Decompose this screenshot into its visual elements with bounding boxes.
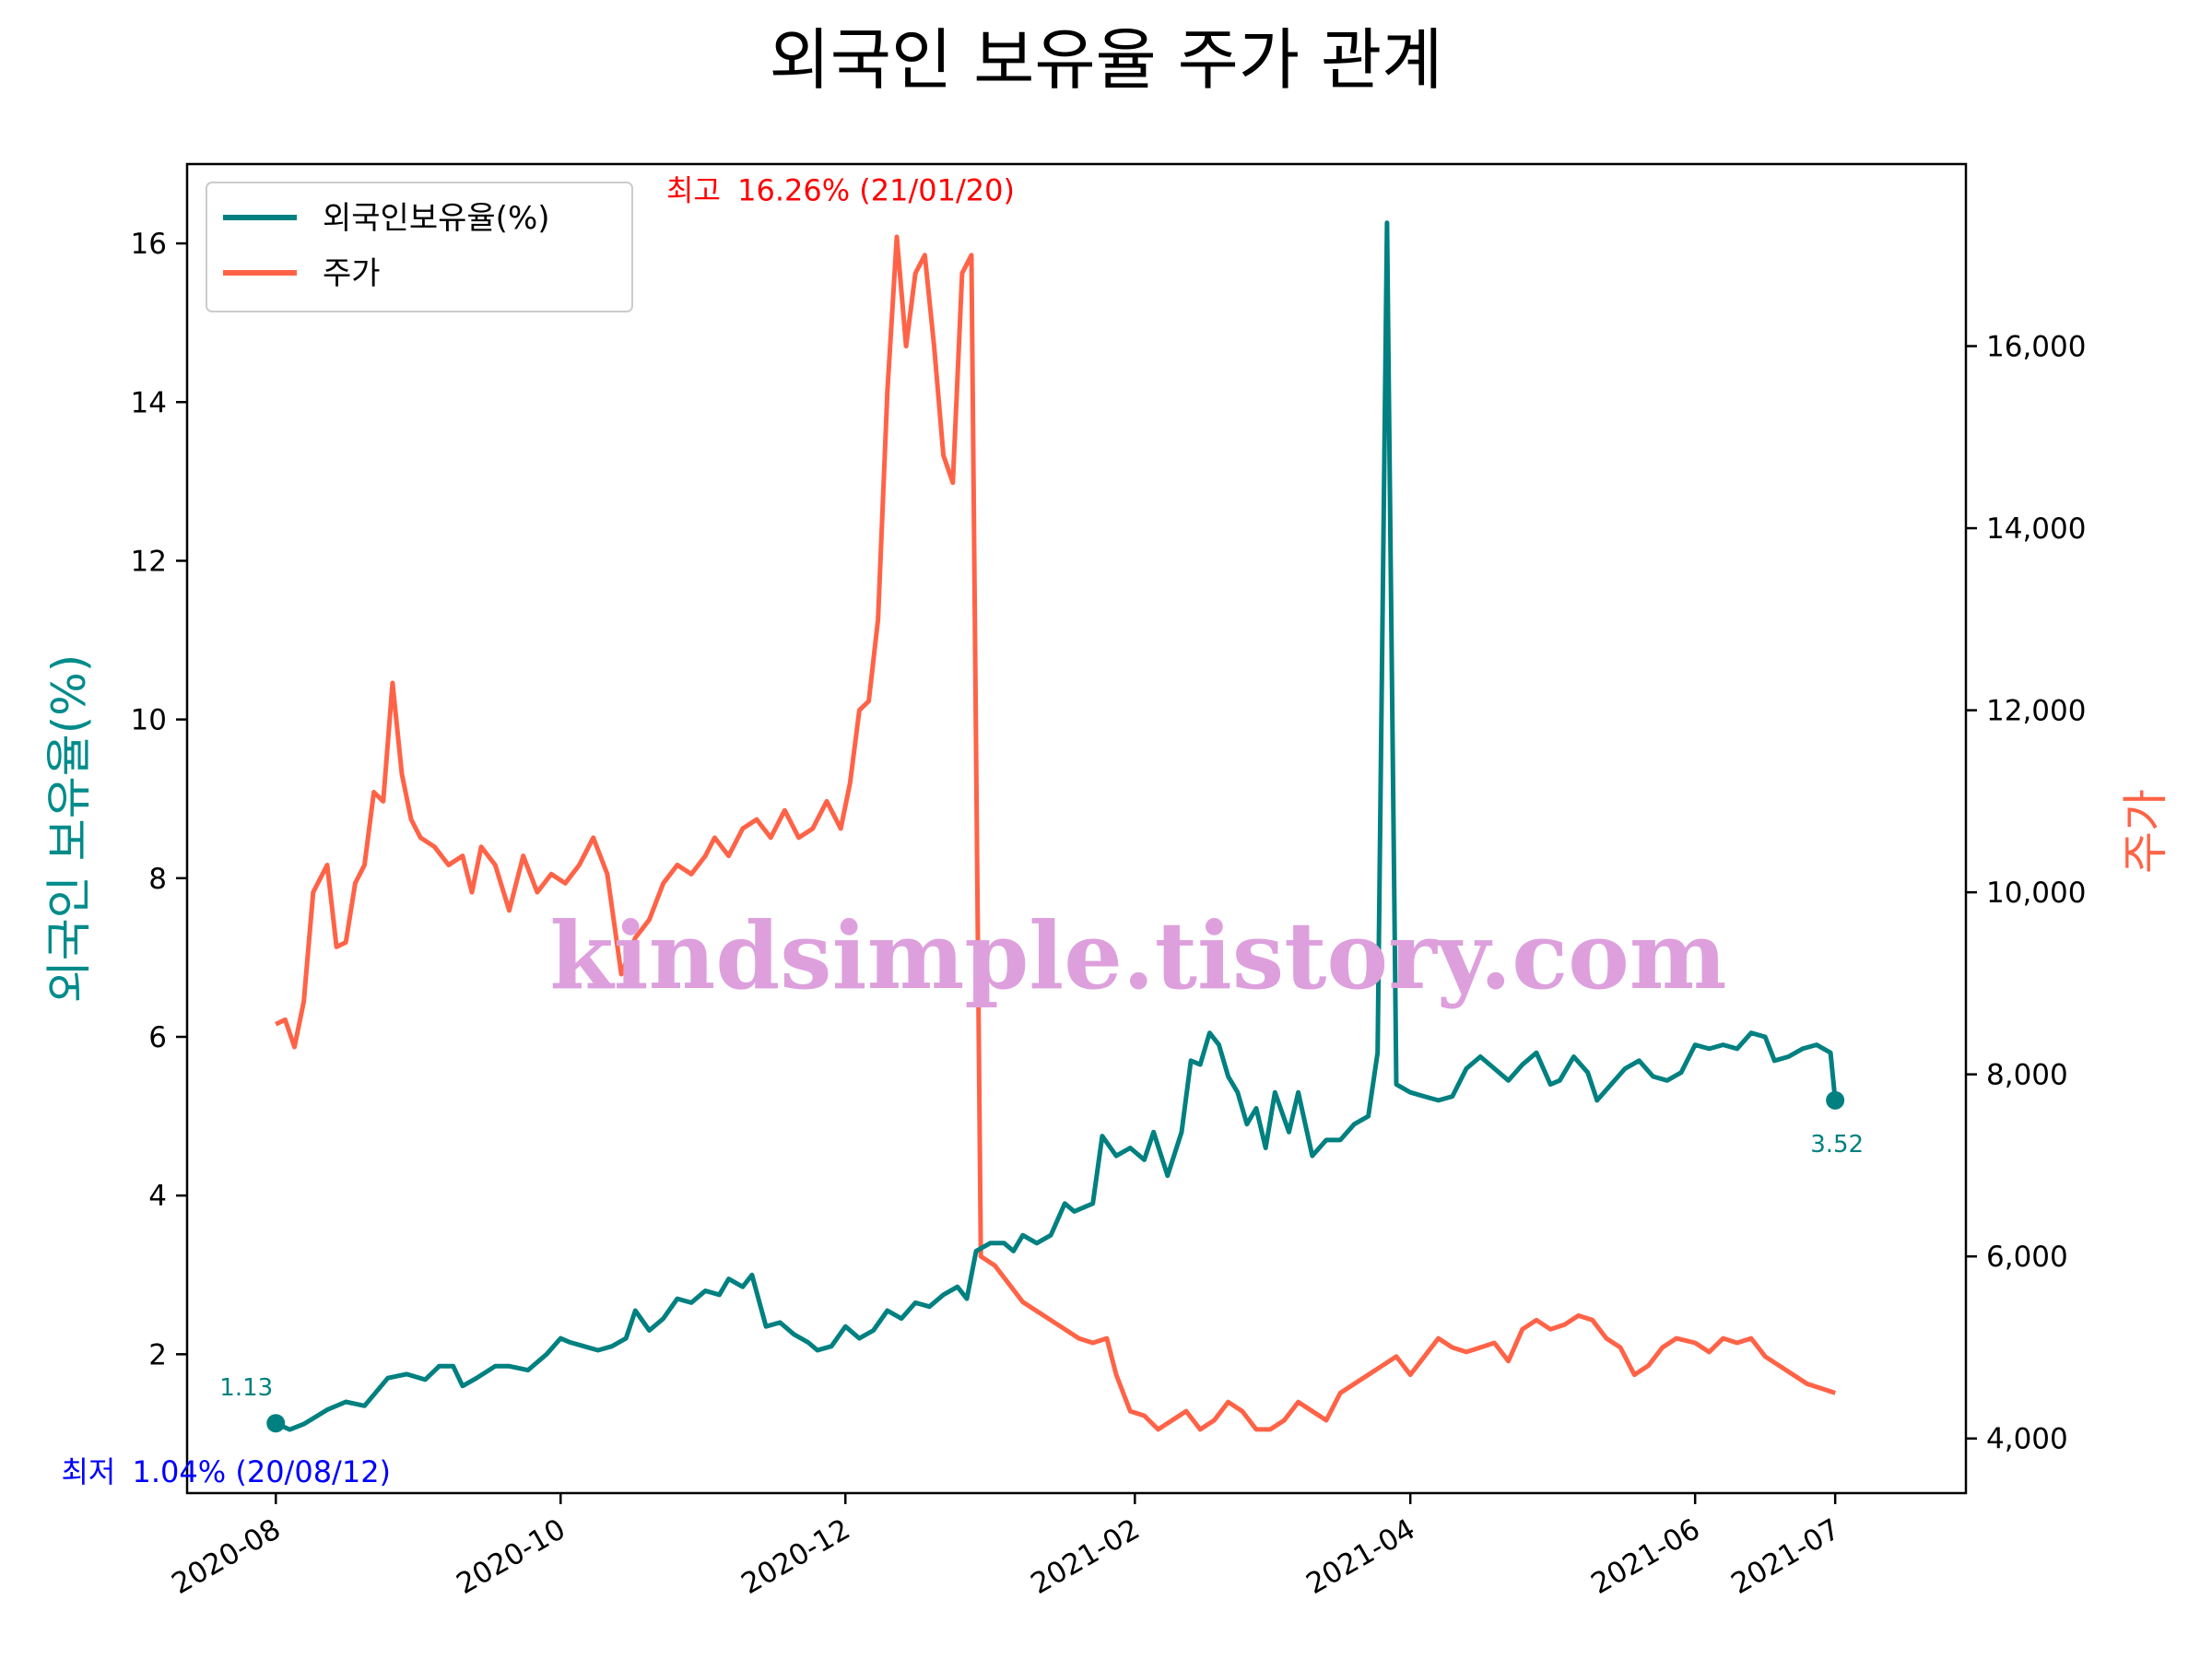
y-right-tick-label: 16,000 [1986,331,2086,364]
max-annotation-text: 16.26% (21/01/20) [737,173,1015,208]
y-left-tick-label: 10 [131,704,167,737]
foreign-holding-rate-line [275,220,1838,1432]
chart-title: 외국인 보유율 주가 관계 [769,21,1442,99]
plot-frame [185,162,1968,1495]
legend-box [206,182,633,312]
legend: 외국인보유율(%) 주가 [206,182,633,312]
legend-label-stock-price: 주가 [323,255,381,292]
x-axis: 2020-08 2020-10 2020-12 2021-02 2021-04 2021-… [166,1493,1846,1601]
stock-price-line [275,234,1836,1432]
y-right-tick-label: 12,000 [1986,695,2086,728]
y-left-tick-label: 2 [148,1338,167,1371]
min-annotation: 최저 1.04% (20/08/12) [61,1454,391,1489]
max-annotation-label: 최고 [666,173,721,208]
start-value-label: 1.13 [219,1374,273,1402]
y-left-tick-label: 12 [131,545,167,578]
x-tick-label: 2021-04 [1300,1512,1420,1601]
max-annotation: 최고 16.26% (21/01/20) [666,173,1015,208]
end-value-label: 3.52 [1810,1131,1864,1159]
x-tick-label: 2021-07 [1725,1512,1845,1601]
start-point-marker [266,1414,286,1433]
x-tick-label: 2021-06 [1585,1512,1705,1601]
x-tick-label: 2020-08 [166,1512,286,1601]
y-left-tick-label: 14 [131,386,167,419]
y-right-tick-label: 10,000 [1986,877,2086,910]
y-axis-left: 2 4 6 8 10 12 14 16 [131,228,187,1371]
x-tick-label: 2021-02 [1025,1512,1145,1601]
y-right-tick-label: 4,000 [1986,1423,2068,1456]
x-tick-label: 2020-10 [451,1512,571,1601]
y-right-axis-label: 주가 [2119,789,2172,874]
legend-label-holding-rate: 외국인보유율(%) [323,200,550,237]
min-annotation-label: 최저 [61,1454,115,1489]
end-point-marker [1826,1090,1845,1110]
y-left-tick-label: 6 [148,1021,167,1054]
min-annotation-text: 1.04% (20/08/12) [133,1454,392,1489]
y-left-axis-label: 외국인 보유율(%) [42,654,96,1003]
y-left-tick-label: 8 [148,863,167,896]
y-axis-right: 4,000 6,000 8,000 10,000 12,000 14,000 16,000 [1966,331,2086,1456]
y-right-tick-label: 14,000 [1986,512,2086,546]
y-left-tick-label: 16 [131,228,167,261]
y-right-tick-label: 8,000 [1986,1059,2068,1092]
x-tick-label: 2020-12 [735,1512,855,1601]
y-left-tick-label: 4 [148,1180,167,1213]
y-right-tick-label: 6,000 [1986,1241,2068,1274]
watermark: kindsimple.tistory.com [549,901,1726,1010]
